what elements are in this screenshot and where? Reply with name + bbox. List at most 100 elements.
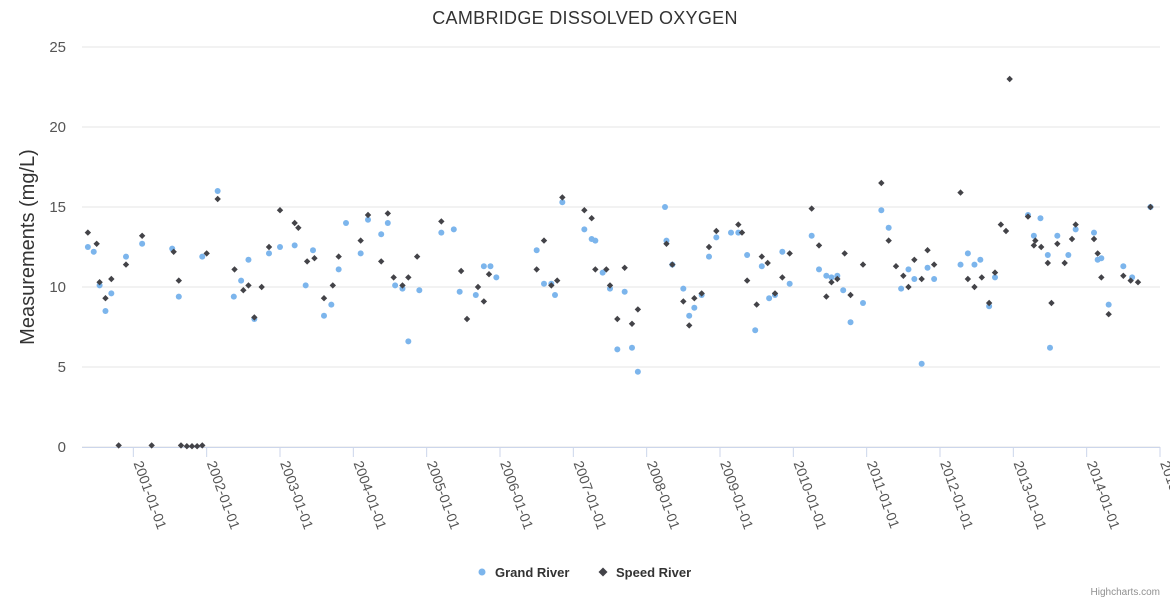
data-point-speed-river[interactable]	[691, 295, 698, 302]
data-point-grand-river[interactable]	[621, 288, 628, 295]
data-point-grand-river[interactable]	[1044, 252, 1051, 258]
data-point-grand-river[interactable]	[758, 263, 765, 270]
data-point-speed-river[interactable]	[245, 282, 252, 289]
data-point-grand-river[interactable]	[905, 266, 912, 273]
data-point-grand-river[interactable]	[992, 274, 998, 281]
data-point-grand-river[interactable]	[1037, 215, 1044, 222]
data-point-speed-river[interactable]	[405, 274, 412, 281]
data-point-speed-river[interactable]	[771, 290, 779, 297]
data-point-grand-river[interactable]	[706, 253, 712, 260]
data-point-speed-river[interactable]	[1120, 272, 1127, 279]
data-point-grand-river[interactable]	[357, 250, 364, 257]
data-point-grand-river[interactable]	[266, 250, 272, 257]
data-point-speed-river[interactable]	[588, 215, 595, 222]
data-point-speed-river[interactable]	[1134, 279, 1142, 286]
data-point-grand-river[interactable]	[634, 368, 641, 375]
data-point-speed-river[interactable]	[258, 283, 265, 291]
data-point-grand-river[interactable]	[691, 304, 698, 311]
data-point-grand-river[interactable]	[328, 301, 335, 308]
data-point-speed-river[interactable]	[991, 269, 999, 276]
data-point-speed-river[interactable]	[698, 290, 705, 297]
data-point-grand-river[interactable]	[450, 226, 457, 233]
data-point-speed-river[interactable]	[251, 314, 258, 321]
data-point-speed-river[interactable]	[663, 240, 670, 247]
data-point-speed-river[interactable]	[1054, 240, 1061, 247]
data-point-speed-river[interactable]	[905, 283, 912, 291]
data-point-speed-river[interactable]	[175, 277, 182, 284]
data-point-speed-river[interactable]	[815, 242, 823, 249]
data-point-speed-river[interactable]	[96, 279, 103, 286]
data-point-speed-river[interactable]	[603, 266, 610, 273]
data-point-grand-river[interactable]	[592, 237, 599, 244]
data-point-speed-river[interactable]	[592, 266, 599, 273]
data-point-grand-river[interactable]	[378, 231, 385, 238]
data-point-speed-river[interactable]	[628, 320, 636, 327]
data-point-grand-river[interactable]	[533, 247, 540, 254]
data-point-speed-river[interactable]	[214, 195, 221, 203]
data-point-grand-river[interactable]	[480, 263, 487, 270]
data-point-speed-river[interactable]	[924, 247, 931, 254]
data-point-grand-river[interactable]	[139, 240, 146, 247]
data-point-grand-river[interactable]	[744, 252, 751, 258]
data-point-speed-river[interactable]	[177, 442, 185, 449]
data-point-speed-river[interactable]	[199, 442, 206, 449]
data-point-speed-river[interactable]	[1002, 227, 1010, 235]
data-point-grand-river[interactable]	[416, 287, 423, 294]
data-point-grand-river[interactable]	[487, 263, 494, 270]
data-point-speed-river[interactable]	[183, 443, 191, 450]
data-point-speed-river[interactable]	[311, 255, 318, 262]
data-point-speed-river[interactable]	[705, 243, 713, 251]
data-point-speed-river[interactable]	[1030, 242, 1038, 249]
data-point-speed-river[interactable]	[378, 258, 385, 265]
data-point-speed-river[interactable]	[384, 210, 391, 217]
data-point-speed-river[interactable]	[474, 283, 482, 291]
data-point-speed-river[interactable]	[918, 275, 925, 283]
data-point-speed-river[interactable]	[828, 279, 835, 286]
data-point-speed-river[interactable]	[735, 221, 742, 228]
data-point-grand-river[interactable]	[102, 308, 109, 314]
data-point-grand-river[interactable]	[559, 199, 566, 206]
data-point-grand-river[interactable]	[924, 264, 931, 271]
data-point-speed-river[interactable]	[203, 250, 210, 257]
data-point-grand-river[interactable]	[321, 312, 327, 319]
data-point-speed-river[interactable]	[621, 264, 628, 271]
data-point-speed-river[interactable]	[743, 277, 751, 284]
data-point-grand-river[interactable]	[686, 312, 693, 319]
data-point-speed-river[interactable]	[823, 293, 830, 300]
data-point-speed-river[interactable]	[779, 274, 786, 281]
data-point-grand-river[interactable]	[680, 285, 687, 292]
data-point-speed-river[interactable]	[834, 275, 841, 283]
data-point-grand-river[interactable]	[662, 204, 668, 210]
data-point-speed-river[interactable]	[634, 306, 642, 313]
data-point-speed-river[interactable]	[841, 250, 848, 257]
data-point-speed-river[interactable]	[329, 282, 336, 289]
data-point-grand-river[interactable]	[493, 274, 500, 281]
data-point-grand-river[interactable]	[766, 295, 773, 302]
data-point-grand-river[interactable]	[752, 327, 759, 334]
data-point-speed-river[interactable]	[548, 282, 555, 289]
data-point-speed-river[interactable]	[457, 267, 465, 275]
data-point-grand-river[interactable]	[957, 261, 964, 268]
data-point-speed-river[interactable]	[964, 275, 972, 283]
data-point-speed-river[interactable]	[390, 274, 397, 281]
data-point-speed-river[interactable]	[900, 272, 907, 279]
data-point-grand-river[interactable]	[581, 226, 588, 233]
data-point-speed-river[interactable]	[170, 248, 177, 255]
data-point-grand-river[interactable]	[728, 229, 734, 236]
data-point-grand-river[interactable]	[392, 282, 399, 289]
data-point-grand-river[interactable]	[911, 276, 918, 282]
data-point-grand-river[interactable]	[199, 253, 206, 260]
data-point-grand-river[interactable]	[84, 244, 91, 250]
data-point-grand-river[interactable]	[614, 346, 621, 353]
data-point-speed-river[interactable]	[911, 256, 918, 263]
data-point-speed-river[interactable]	[753, 301, 760, 308]
data-point-speed-river[interactable]	[985, 299, 993, 307]
data-point-speed-river[interactable]	[1105, 311, 1112, 318]
data-point-speed-river[interactable]	[291, 219, 298, 227]
data-point-grand-river[interactable]	[438, 229, 445, 236]
data-point-grand-river[interactable]	[245, 256, 252, 263]
data-point-grand-river[interactable]	[302, 282, 309, 289]
data-point-speed-river[interactable]	[971, 283, 978, 291]
data-point-grand-river[interactable]	[828, 274, 835, 281]
data-point-grand-river[interactable]	[964, 250, 971, 257]
